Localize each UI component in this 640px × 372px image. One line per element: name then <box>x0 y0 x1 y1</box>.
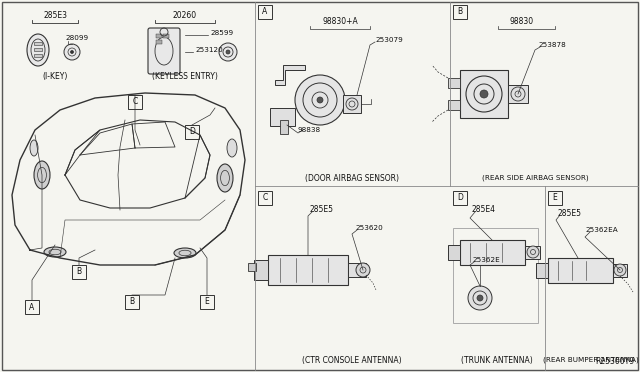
Text: 98830+A: 98830+A <box>322 17 358 26</box>
Text: 253620: 253620 <box>355 225 383 231</box>
Bar <box>460 240 525 265</box>
Text: A: A <box>262 7 268 16</box>
Text: (DOOR AIRBAG SENSOR): (DOOR AIRBAG SENSOR) <box>305 173 399 183</box>
Text: 285E5: 285E5 <box>558 208 582 218</box>
Text: 28599: 28599 <box>210 30 233 36</box>
Bar <box>453 5 467 19</box>
Bar <box>270 108 295 126</box>
Bar <box>72 265 86 279</box>
Circle shape <box>527 246 539 258</box>
Bar <box>548 191 562 205</box>
Circle shape <box>317 97 323 103</box>
Circle shape <box>226 50 230 54</box>
Bar <box>34 42 42 45</box>
Bar <box>536 263 548 278</box>
Circle shape <box>295 75 345 125</box>
Text: 285E3: 285E3 <box>43 12 67 20</box>
Bar <box>200 295 214 309</box>
Bar <box>258 5 272 19</box>
Text: D: D <box>189 128 195 137</box>
Ellipse shape <box>44 247 66 257</box>
Bar <box>34 48 42 51</box>
Bar <box>156 34 162 38</box>
Circle shape <box>468 286 492 310</box>
Bar <box>460 70 508 118</box>
Ellipse shape <box>227 139 237 157</box>
Bar <box>548 258 613 283</box>
Bar <box>156 40 162 44</box>
Bar <box>185 125 199 139</box>
Bar <box>525 246 540 259</box>
Text: (KEYLESS ENTRY): (KEYLESS ENTRY) <box>152 71 218 80</box>
Text: (CTR CONSOLE ANTENNA): (CTR CONSOLE ANTENNA) <box>302 356 402 365</box>
Bar <box>348 263 366 277</box>
Text: D: D <box>457 193 463 202</box>
Ellipse shape <box>34 161 50 189</box>
Text: 285E5: 285E5 <box>310 205 334 215</box>
Text: A: A <box>29 302 35 311</box>
Bar <box>125 295 139 309</box>
Bar <box>258 191 272 205</box>
Text: C: C <box>262 193 268 202</box>
Bar <box>25 300 39 314</box>
Circle shape <box>219 43 237 61</box>
Text: R25300Y9: R25300Y9 <box>595 357 635 366</box>
Bar <box>508 85 528 103</box>
Bar <box>343 95 361 113</box>
Text: (TRUNK ANTENNA): (TRUNK ANTENNA) <box>461 356 533 365</box>
Bar <box>280 120 288 134</box>
Text: (REAR SIDE AIRBAG SENSOR): (REAR SIDE AIRBAG SENSOR) <box>482 175 588 181</box>
Bar <box>453 191 467 205</box>
Circle shape <box>70 51 74 54</box>
Text: 285E4: 285E4 <box>472 205 496 215</box>
Text: 25362EA: 25362EA <box>585 227 618 233</box>
Bar <box>34 54 42 57</box>
Text: C: C <box>132 97 138 106</box>
Circle shape <box>64 44 80 60</box>
Bar <box>453 228 538 323</box>
Ellipse shape <box>30 140 38 156</box>
Circle shape <box>614 264 626 276</box>
Text: E: E <box>205 298 209 307</box>
Text: 25362E: 25362E <box>472 257 500 263</box>
Ellipse shape <box>174 248 196 258</box>
Circle shape <box>356 263 370 277</box>
Text: B: B <box>458 7 463 16</box>
Circle shape <box>477 295 483 301</box>
Polygon shape <box>275 65 305 85</box>
Text: B: B <box>76 267 81 276</box>
Circle shape <box>480 90 488 98</box>
Bar <box>448 100 460 110</box>
Bar <box>448 78 460 88</box>
Bar <box>248 263 256 271</box>
Text: 253120: 253120 <box>195 47 223 53</box>
Text: B: B <box>129 298 134 307</box>
Text: (I-KEY): (I-KEY) <box>42 71 68 80</box>
Text: 98830: 98830 <box>510 17 534 26</box>
Bar <box>448 245 460 260</box>
FancyBboxPatch shape <box>148 28 180 74</box>
Bar <box>268 255 348 285</box>
Text: 28099: 28099 <box>65 35 88 41</box>
Ellipse shape <box>27 34 49 66</box>
Bar <box>613 264 627 277</box>
Text: (REAR BUMPER ANTENNA): (REAR BUMPER ANTENNA) <box>543 357 639 363</box>
Bar <box>128 95 142 109</box>
Text: E: E <box>552 193 557 202</box>
Text: 98838: 98838 <box>298 127 321 133</box>
Text: 253878: 253878 <box>538 42 566 48</box>
Bar <box>254 260 268 280</box>
Text: 253079: 253079 <box>375 37 403 43</box>
Ellipse shape <box>217 164 233 192</box>
Text: 20260: 20260 <box>173 12 197 20</box>
Bar <box>163 34 169 38</box>
